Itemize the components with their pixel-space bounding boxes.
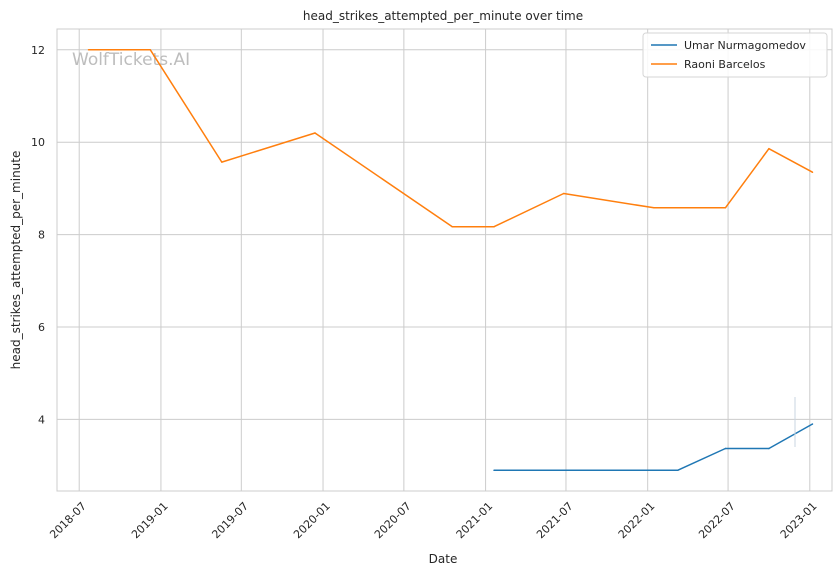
- y-tick-label: 4: [38, 413, 45, 426]
- legend: Umar Nurmagomedov Raoni Barcelos: [642, 32, 828, 78]
- data-point: [811, 171, 814, 173]
- grid-lines: [57, 29, 832, 491]
- x-tick-label: 2022-07: [696, 500, 738, 542]
- x-tick-label: 2019-07: [209, 500, 251, 542]
- x-tick-label: 2022-01: [616, 500, 658, 542]
- data-point: [314, 132, 316, 134]
- data-point: [768, 447, 770, 450]
- plot-area: [56, 28, 833, 492]
- legend-label-0: Umar Nurmagomedov: [684, 39, 806, 52]
- data-point: [149, 49, 152, 51]
- legend-box: [642, 32, 828, 78]
- x-tick-label: 2020-07: [372, 500, 414, 542]
- data-point: [493, 225, 495, 228]
- x-tick-label: 2023-01: [778, 500, 820, 542]
- y-axis-title: head_strikes_attempted_per_minute: [9, 151, 23, 370]
- data-point: [811, 423, 814, 425]
- watermark-text: WolfTickets.AI: [72, 50, 190, 70]
- x-tick-label: 2019-01: [129, 500, 171, 542]
- data-point: [562, 192, 565, 195]
- data-point: [221, 161, 223, 163]
- x-axis-title: Date: [429, 552, 458, 566]
- data-point: [451, 225, 454, 228]
- y-tick-label: 6: [38, 321, 45, 334]
- series-lines: [87, 49, 814, 471]
- y-tick-label: 8: [38, 229, 45, 242]
- data-point: [724, 447, 727, 450]
- data-point: [653, 207, 655, 209]
- x-tick-label: 2021-01: [454, 500, 496, 542]
- data-point: [493, 469, 495, 471]
- data-point: [724, 207, 727, 209]
- legend-label-1: Raoni Barcelos: [684, 58, 766, 71]
- y-tick-labels: 4 6 8 10 12: [31, 44, 45, 427]
- data-point: [87, 49, 90, 51]
- x-tick-label: 2021-07: [534, 500, 576, 542]
- x-tick-labels: 2018-07 2019-01 2019-07 2020-01 2020-07 2021-…: [47, 500, 819, 542]
- data-point: [677, 469, 679, 471]
- y-tick-label: 12: [31, 44, 45, 57]
- y-tick-label: 10: [31, 136, 45, 149]
- x-tick-label: 2018-07: [47, 500, 89, 542]
- x-tick-label: 2020-01: [291, 500, 333, 542]
- chart-title: head_strikes_attempted_per_minute over t…: [303, 9, 583, 23]
- data-point: [768, 147, 770, 150]
